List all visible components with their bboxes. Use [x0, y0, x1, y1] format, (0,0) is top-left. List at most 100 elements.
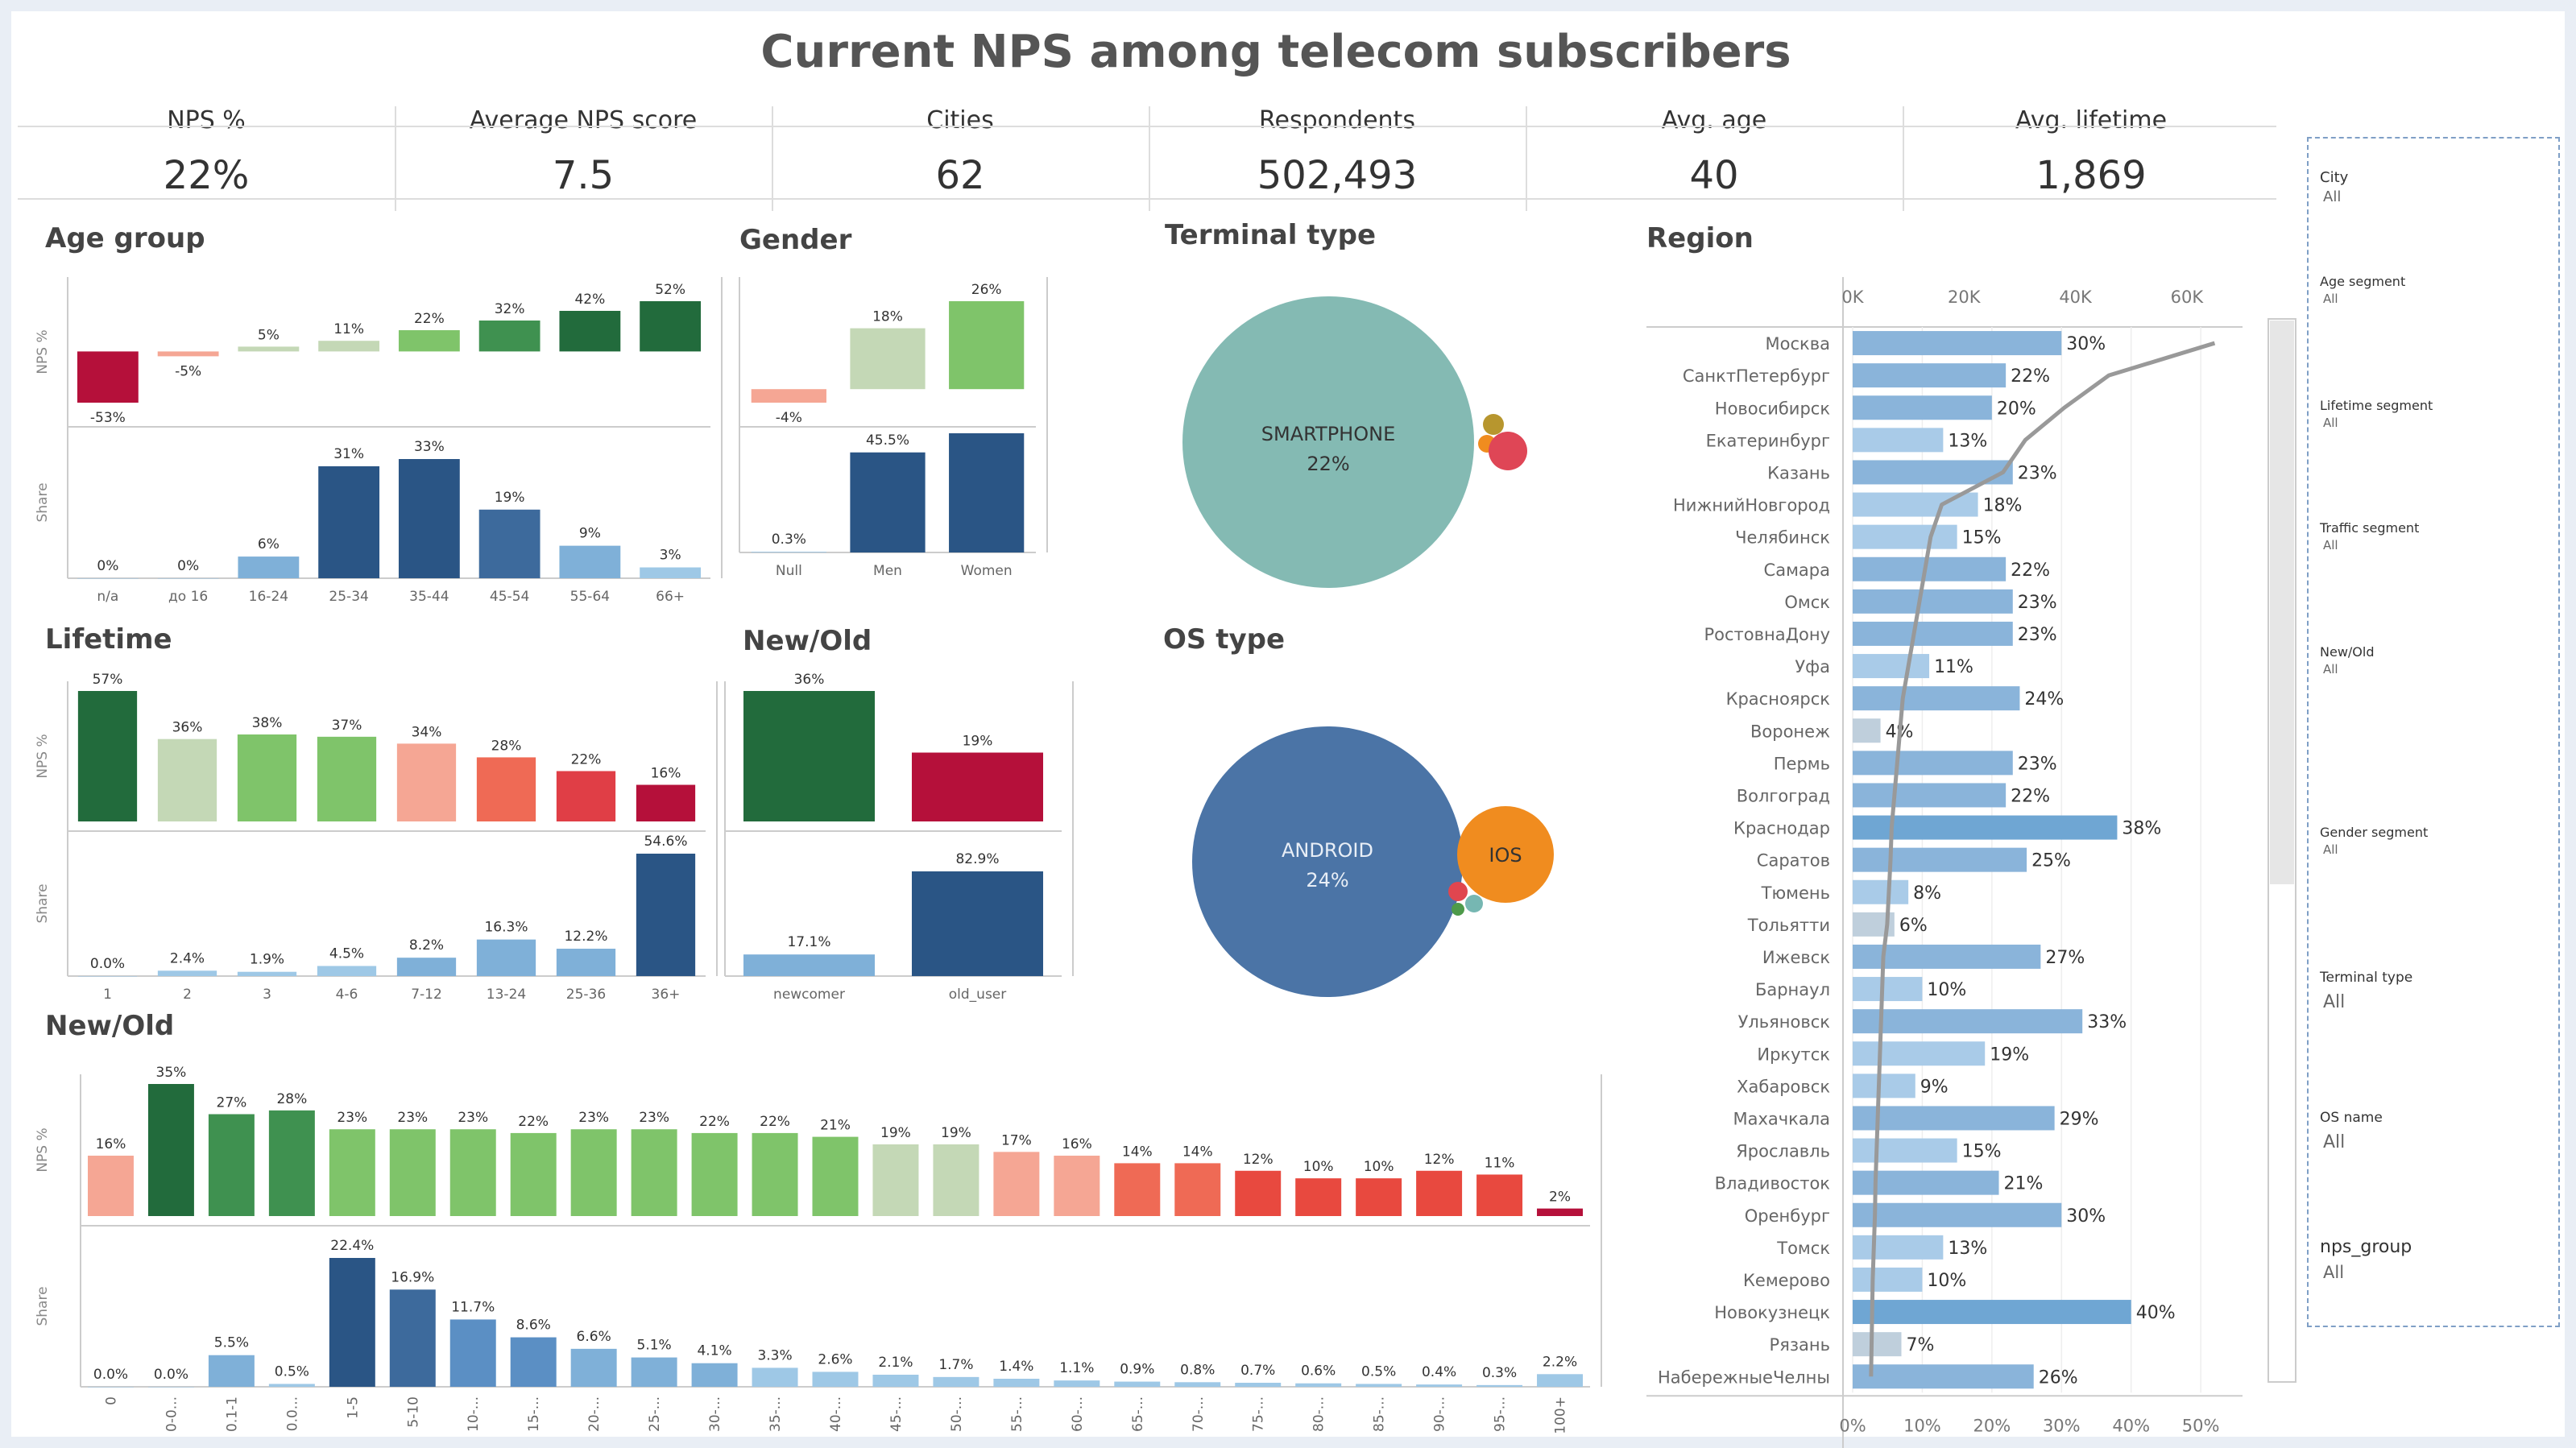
nps-bar: [872, 1144, 919, 1216]
share-bar: [911, 871, 1044, 976]
share-data-label: 8.2%: [409, 937, 444, 954]
region-data-label: 23%: [2018, 593, 2057, 613]
nps-data-label: 19%: [963, 734, 993, 750]
share-bar: [268, 1384, 315, 1387]
share-bar: [510, 1337, 557, 1387]
region-label: Ульяновск: [1738, 1012, 1830, 1032]
share-data-label: 31%: [333, 446, 364, 462]
share-data-label: 19%: [495, 490, 525, 506]
bubble-android[interactable]: [1192, 726, 1463, 997]
share-bar: [1476, 1384, 1523, 1387]
share-data-label: 54.2%: [965, 413, 1008, 429]
bubble-label: SMARTPHONE: [1261, 423, 1395, 445]
category-label: 0.0...: [284, 1396, 300, 1431]
region-bar: [1853, 1332, 1902, 1357]
filter-lifetime-dropdown[interactable]: All: [2323, 416, 2338, 430]
region-bar: [1853, 363, 2007, 388]
share-data-label: 2.6%: [818, 1351, 852, 1367]
bubble-smartphone[interactable]: [1182, 296, 1474, 588]
share-data-label: 1.4%: [999, 1359, 1033, 1375]
nps-data-label: 11%: [1485, 1155, 1515, 1171]
region-label: Воронеж: [1750, 722, 1830, 741]
nps-bar: [317, 736, 377, 821]
filter-traffic-dropdown[interactable]: All: [2323, 538, 2338, 552]
nps-bar: [329, 1129, 375, 1216]
nps-bar: [631, 1129, 677, 1216]
category-label: 66+: [656, 589, 685, 605]
nps-data-label: 34%: [412, 724, 442, 740]
share-bar: [1114, 1381, 1161, 1387]
share-bar: [396, 958, 457, 976]
nps-bar: [691, 1132, 738, 1216]
x-tick-label: 20K: [1948, 288, 1982, 307]
nps-data-label: 14%: [1182, 1144, 1213, 1160]
bubble-os-4[interactable]: [1465, 895, 1483, 912]
nps-data-label: 42%: [574, 292, 605, 308]
nps-bar: [87, 1156, 134, 1216]
nps-bar: [1295, 1178, 1342, 1216]
axis-title-share: Share: [35, 883, 51, 923]
share-bar: [77, 578, 139, 579]
region-data-label: 33%: [2087, 1012, 2127, 1032]
nps-data-label: 57%: [93, 672, 123, 688]
nps-bar: [1174, 1163, 1221, 1216]
filter-terminal-dropdown[interactable]: All: [2323, 992, 2346, 1012]
share-bar: [238, 556, 300, 578]
share-data-label: 2.2%: [1543, 1354, 1577, 1370]
share-data-label: 22.4%: [330, 1238, 374, 1254]
region-label: Тольятти: [1747, 916, 1830, 935]
share-data-label: 11.7%: [451, 1299, 495, 1315]
kpi-avg-score: Average NPS score 7.5: [395, 106, 773, 211]
share-bar: [1356, 1384, 1402, 1387]
category-label: 13-24: [487, 987, 526, 1003]
bubble-terminal-4[interactable]: [1489, 432, 1527, 470]
category-label: 3: [263, 987, 271, 1003]
region-bar: [1853, 1364, 2034, 1389]
nps-data-label: 35%: [156, 1065, 187, 1081]
filter-nps-group-dropdown[interactable]: All: [2323, 1263, 2345, 1282]
region-label: Уфа: [1795, 657, 1830, 676]
category-label: 45-...: [888, 1396, 905, 1432]
region-bar: [1853, 524, 1957, 549]
share-data-label: 16.9%: [391, 1269, 434, 1285]
nps-bar: [636, 784, 696, 821]
category-label: 55-64: [570, 589, 610, 605]
category-label: n/a: [97, 589, 118, 605]
filter-nps-group-label: nps_group: [2320, 1237, 2412, 1257]
kpi-value: 1,869: [2036, 153, 2147, 198]
nps-bar: [476, 757, 536, 821]
nps-data-label: 28%: [491, 738, 522, 754]
bubble-terminal-2[interactable]: [1483, 414, 1504, 435]
nps-data-label: 32%: [495, 301, 525, 317]
filter-panel: City All Age segment All Lifetime segmen…: [2307, 137, 2560, 1327]
nps-bar: [570, 1129, 617, 1216]
nps-bar: [850, 328, 926, 390]
nps-data-label: 36%: [172, 720, 203, 736]
filter-age-dropdown[interactable]: All: [2323, 292, 2338, 306]
filter-city-dropdown[interactable]: All: [2323, 188, 2342, 205]
share-data-label: 0.9%: [1120, 1362, 1154, 1378]
share-data-label: 33%: [414, 439, 445, 455]
bubble-os-5[interactable]: [1452, 903, 1464, 916]
os-type-bubbles: ANDROID 24% IOS: [1192, 726, 1554, 997]
share-bar: [1537, 1374, 1584, 1387]
region-bar: [1853, 331, 2062, 356]
bubble-os-3[interactable]: [1448, 882, 1468, 901]
nps-bar: [77, 351, 139, 403]
category-label: 0-0...: [164, 1396, 180, 1432]
share-bar: [556, 949, 616, 976]
category-label: 90-...: [1432, 1396, 1448, 1432]
filter-gender-dropdown[interactable]: All: [2323, 842, 2338, 857]
region-label: Омск: [1784, 593, 1830, 612]
region-bar: [1853, 1074, 1915, 1098]
nps-bar: [1054, 1156, 1100, 1216]
region-bar: [1853, 718, 1881, 743]
share-data-label: 54.6%: [644, 834, 687, 850]
share-bar: [329, 1258, 375, 1387]
filter-newold-dropdown[interactable]: All: [2323, 662, 2338, 676]
filter-os-dropdown[interactable]: All: [2323, 1132, 2346, 1152]
region-data-label: 29%: [2060, 1109, 2099, 1129]
region-label: Волгоград: [1737, 786, 1830, 805]
bubble-ios[interactable]: [1457, 806, 1554, 903]
nps-bar: [77, 691, 138, 821]
